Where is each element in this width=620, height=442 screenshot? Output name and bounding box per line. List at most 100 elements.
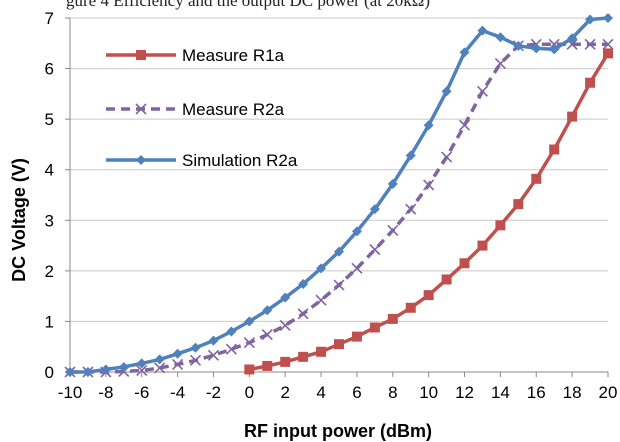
point-simulation-r2a-18	[387, 178, 398, 189]
legend-marker-measure-r1a	[136, 50, 146, 60]
point-measure-r1a-10	[423, 290, 434, 301]
point-measure-r2a-10	[243, 337, 255, 349]
point-measure-r2a-5	[154, 362, 166, 374]
point-simulation-r2a-16	[351, 226, 362, 237]
x-tick-label-3: -4	[170, 383, 185, 402]
point-measure-r2a-29	[584, 38, 596, 50]
x-tick-label-10: 10	[419, 383, 438, 402]
point-measure-r1a-12	[459, 258, 470, 269]
y-tick-label-7: 7	[45, 9, 54, 28]
point-measure-r2a-14	[315, 294, 327, 306]
figure-caption-text: gure 4 Efficiency and the output DC powe…	[66, 0, 431, 10]
point-measure-r1a-15	[513, 199, 524, 210]
point-simulation-r2a-10	[244, 316, 255, 327]
series-layer	[64, 13, 614, 378]
x-tick-label-13: 16	[527, 383, 546, 402]
point-measure-r2a-17	[369, 244, 381, 256]
point-simulation-r2a-25	[513, 40, 524, 51]
point-measure-r1a-3	[298, 351, 309, 362]
point-simulation-r2a-13	[298, 279, 309, 290]
x-tick-label-12: 14	[491, 383, 510, 402]
point-simulation-r2a-3	[118, 361, 129, 372]
point-simulation-r2a-29	[585, 14, 596, 25]
legend-item-measure-r1a: Measure R1a	[106, 46, 285, 65]
y-tick-label-6: 6	[45, 60, 54, 79]
x-tick-label-14: 18	[563, 383, 582, 402]
legend: Measure R1a Measure R2a Simulation R2a	[106, 46, 298, 170]
point-measure-r1a-14	[495, 220, 506, 231]
point-simulation-r2a-5	[154, 354, 165, 365]
point-measure-r2a-30	[602, 38, 614, 50]
point-measure-r2a-6	[172, 358, 184, 370]
point-measure-r1a-13	[477, 240, 488, 251]
point-simulation-r2a-27	[549, 44, 560, 55]
point-measure-r1a-8	[387, 313, 398, 324]
x-tick-label-2: -6	[134, 383, 149, 402]
point-simulation-r2a-22	[459, 47, 470, 58]
point-measure-r1a-20	[603, 48, 613, 59]
y-tick-label-3: 3	[45, 211, 54, 230]
point-simulation-r2a-7	[190, 342, 201, 353]
point-measure-r1a-18	[567, 111, 578, 122]
point-simulation-r2a-23	[477, 25, 488, 36]
point-measure-r1a-0	[244, 364, 255, 375]
x-tick-label-15: 20	[599, 383, 618, 402]
y-tick-labels: 0 1 2 3 4 5 6 7	[45, 9, 54, 382]
point-simulation-r2a-21	[441, 86, 452, 97]
legend-label-measure-r2a: Measure R2a	[182, 100, 285, 119]
point-measure-r2a-19	[405, 203, 417, 215]
x-axis-label: RF input power (dBm)	[244, 421, 432, 441]
point-simulation-r2a-24	[495, 32, 506, 43]
point-measure-r2a-8	[207, 349, 220, 361]
point-measure-r1a-2	[280, 356, 291, 367]
point-measure-r2a-20	[423, 179, 435, 191]
figure-caption: gure 4 Efficiency and the output DC powe…	[0, 0, 620, 22]
series-measure-r2a	[64, 38, 614, 378]
point-measure-r1a-9	[405, 302, 416, 313]
point-simulation-r2a-17	[369, 204, 380, 215]
legend-marker-simulation-r2a	[136, 155, 146, 165]
series-line-measure-r1a	[248, 52, 610, 372]
y-tick-label-5: 5	[45, 110, 54, 129]
point-simulation-r2a-12	[280, 292, 291, 303]
y-tick-label-1: 1	[45, 312, 54, 331]
point-measure-r2a-13	[297, 308, 309, 320]
point-measure-r1a-7	[369, 322, 380, 333]
series-line-simulation-r2a	[70, 16, 609, 374]
point-simulation-r2a-26	[531, 43, 542, 54]
point-simulation-r2a-2	[100, 364, 111, 375]
point-measure-r2a-9	[225, 343, 237, 355]
point-simulation-r2a-11	[262, 305, 273, 316]
x-tick-label-1: -8	[98, 383, 113, 402]
point-measure-r1a-5	[334, 339, 344, 350]
point-simulation-r2a-4	[136, 358, 147, 369]
point-simulation-r2a-9	[226, 326, 237, 337]
point-measure-r2a-21	[441, 151, 453, 163]
series-simulation-r2a	[65, 13, 613, 377]
x-tick-label-9: 8	[388, 383, 397, 402]
series-measure-r1a	[244, 48, 613, 375]
x-tick-labels: -10 -8 -6 -4 -2 0 2 4 6 8 10 12 14 16 18 20	[58, 383, 618, 402]
point-simulation-r2a-19	[405, 150, 416, 161]
axes	[65, 17, 609, 377]
point-measure-r2a-23	[476, 85, 489, 97]
x-tick-label-0: -10	[58, 383, 83, 402]
x-tick-label-5: 0	[245, 383, 254, 402]
legend-label-simulation-r2a: Simulation R2a	[182, 151, 298, 170]
series-line-measure-r2a	[70, 42, 608, 374]
legend-label-measure-r1a: Measure R1a	[182, 46, 285, 65]
point-simulation-r2a-8	[208, 335, 219, 346]
y-tick-label-4: 4	[45, 161, 54, 180]
point-simulation-r2a-6	[172, 348, 183, 359]
point-measure-r2a-7	[189, 354, 202, 366]
point-measure-r1a-17	[549, 144, 560, 155]
y-axis-label: DC Voltage (V)	[9, 158, 29, 282]
legend-item-measure-r2a: Measure R2a	[106, 100, 285, 119]
point-measure-r2a-22	[458, 119, 471, 131]
point-simulation-r2a-14	[316, 263, 327, 274]
point-simulation-r2a-1	[82, 367, 93, 377]
point-measure-r2a-16	[351, 262, 363, 274]
point-measure-r2a-15	[333, 279, 345, 291]
gridlines	[70, 17, 608, 322]
point-simulation-r2a-15	[334, 246, 344, 257]
